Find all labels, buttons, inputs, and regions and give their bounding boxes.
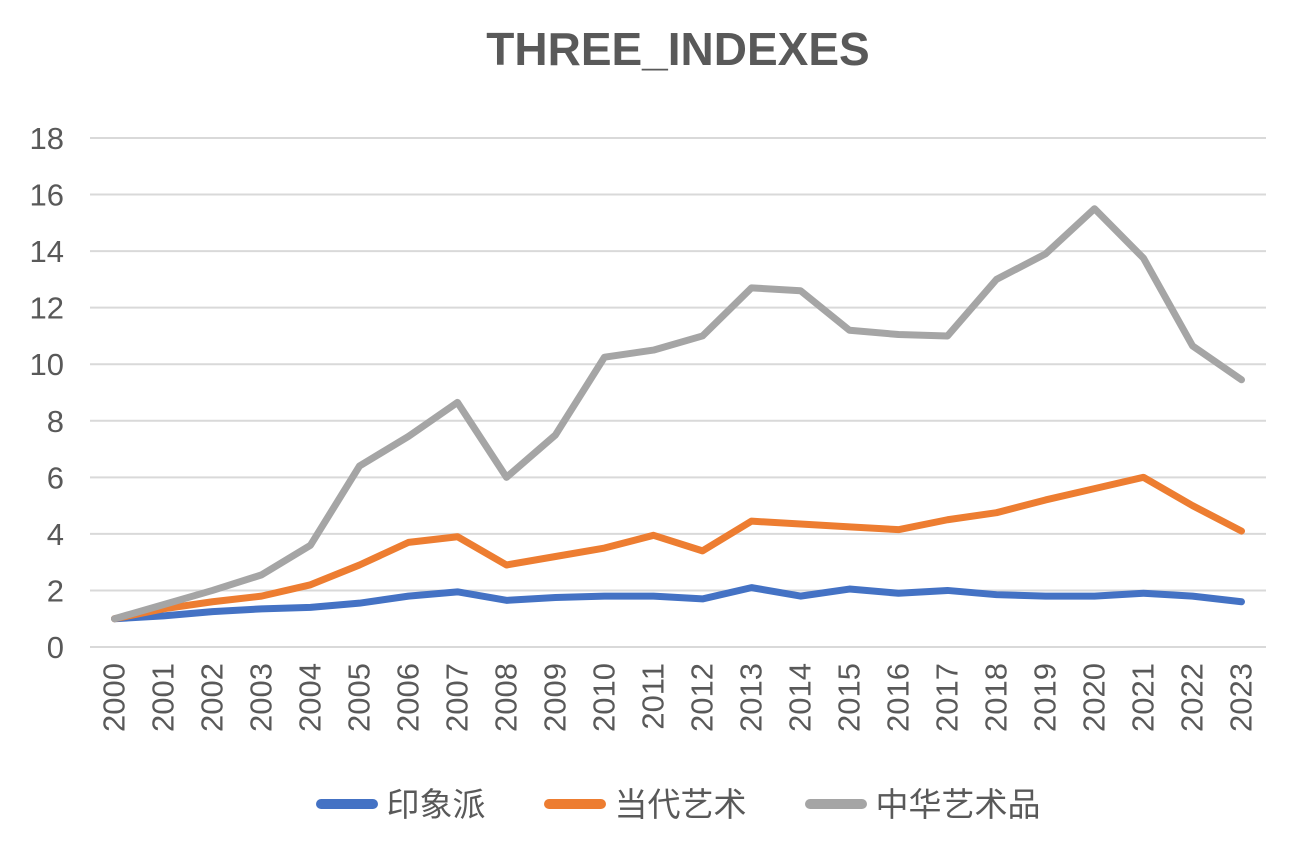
y-tick-label: 4 (47, 517, 64, 552)
y-tick-label: 0 (47, 630, 64, 665)
chart-legend: 印象派 当代艺术 中华艺术品 (90, 776, 1266, 832)
x-tick-label: 2013 (734, 663, 769, 732)
x-tick-label: 2016 (881, 663, 916, 732)
x-tick-label: 2015 (832, 663, 867, 732)
x-tick-label: 2000 (97, 663, 132, 732)
x-tick-label: 2003 (244, 663, 279, 732)
y-tick-label: 18 (30, 121, 64, 156)
legend-label: 当代艺术 (614, 785, 747, 823)
x-tick-label: 2010 (587, 663, 622, 732)
x-tick-label: 2012 (685, 663, 720, 732)
x-tick-label: 2011 (636, 663, 671, 730)
y-tick-label: 6 (47, 460, 64, 495)
legend-label: 中华艺术品 (875, 785, 1041, 823)
x-tick-label: 2021 (1126, 663, 1161, 732)
x-tick-label: 2007 (440, 663, 475, 732)
legend-label: 印象派 (386, 785, 486, 823)
x-tick-label: 2014 (783, 663, 818, 732)
x-tick-label: 2006 (391, 663, 426, 732)
legend-item-2[interactable]: 当代艺术 (543, 785, 747, 823)
chart-title: THREE_INDEXES (486, 23, 870, 75)
y-tick-label: 16 (30, 178, 64, 213)
y-tick-label: 8 (47, 404, 64, 439)
y-tick-label: 14 (30, 234, 64, 269)
legend-item-3[interactable]: 中华艺术品 (804, 785, 1041, 823)
y-tick-label: 10 (30, 347, 64, 382)
y-tick-label: 12 (30, 291, 64, 326)
x-tick-label: 2002 (195, 663, 230, 732)
x-tick-label: 2018 (979, 663, 1014, 732)
x-tick-label: 2008 (489, 663, 524, 732)
x-tick-label: 2009 (538, 663, 573, 732)
legend-swatch (315, 799, 378, 809)
x-tick-label: 2023 (1224, 663, 1259, 732)
x-tick-label: 2005 (342, 663, 377, 732)
x-tick-label: 2022 (1175, 663, 1210, 732)
x-tick-label: 2001 (146, 663, 181, 732)
x-tick-label: 2020 (1077, 663, 1112, 732)
legend-swatch (804, 799, 867, 809)
x-tick-label: 2019 (1028, 663, 1063, 732)
series-line-3[interactable] (111, 205, 1245, 623)
y-tick-label: 2 (47, 573, 64, 608)
series-line-2[interactable] (111, 473, 1245, 623)
x-tick-label: 2017 (930, 663, 965, 732)
legend-swatch (543, 799, 606, 809)
legend-item-1[interactable]: 印象派 (315, 785, 486, 823)
x-tick-label: 2004 (293, 663, 328, 732)
series-line-1[interactable] (111, 584, 1245, 623)
